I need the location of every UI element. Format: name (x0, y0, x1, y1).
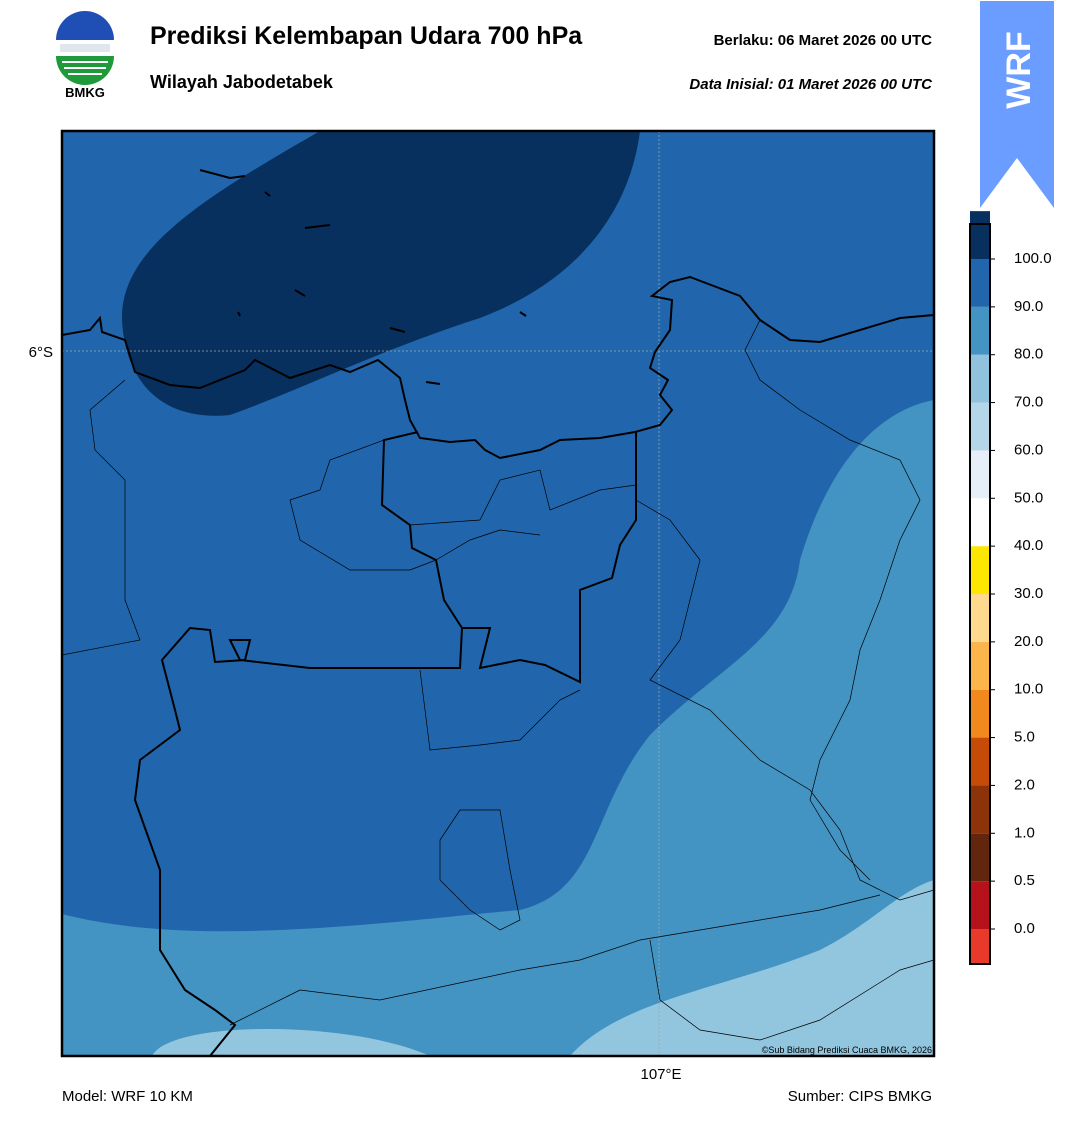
colorbar-segment (970, 689, 990, 738)
colorbar-segment (970, 833, 990, 882)
colorbar-label: 70.0 (1014, 394, 1043, 411)
footer-source: Sumber: CIPS BMKG (788, 1088, 932, 1105)
colorbar-label: 90.0 (1014, 298, 1043, 315)
title: Prediksi Kelembapan Udara 700 hPa (150, 22, 583, 50)
colorbar-segment (970, 354, 990, 403)
colorbar-label: 50.0 (1014, 489, 1043, 506)
map: 6°S 107°E ©Sub Bidang Prediksi Cuaca BMK… (29, 129, 936, 1083)
colorbar-label: 10.0 (1014, 681, 1043, 698)
colorbar: 0.0 0.5 1.0 2.0 5.0 10.0 20.0 30.0 40.0 50.0 60.0 7… (969, 211, 1052, 965)
wrf-badge: WRF (980, 1, 1054, 208)
colorbar-segment (970, 737, 990, 786)
colorbar-segment (970, 306, 990, 355)
colorbar-label: 60.0 (1014, 441, 1043, 458)
colorbar-segment (970, 641, 990, 690)
initial-time: Data Inisial: 01 Maret 2026 00 UTC (689, 76, 933, 93)
colorbar-segment (970, 929, 990, 964)
colorbar-label: 0.5 (1014, 872, 1035, 889)
colorbar-label: 2.0 (1014, 776, 1035, 793)
lat-label: 6°S (29, 344, 53, 361)
colorbar-segment (970, 498, 990, 547)
colorbar-segment (970, 450, 990, 499)
colorbar-segment (970, 211, 990, 259)
colorbar-segment (970, 546, 990, 594)
lon-label: 107°E (640, 1066, 681, 1083)
footer-model: Model: WRF 10 KM (62, 1088, 193, 1105)
colorbar-segment (970, 785, 990, 834)
valid-time: Berlaku: 06 Maret 2026 00 UTC (714, 32, 933, 49)
colorbar-segment (970, 259, 990, 307)
colorbar-label: 1.0 (1014, 824, 1035, 841)
colorbar-label: 40.0 (1014, 537, 1043, 554)
logo-text: BMKG (65, 85, 105, 100)
colorbar-label: 30.0 (1014, 585, 1043, 602)
credit: ©Sub Bidang Prediksi Cuaca BMKG, 2026 (762, 1045, 932, 1055)
colorbar-label: 80.0 (1014, 346, 1043, 363)
colorbar-label: 5.0 (1014, 729, 1035, 746)
subtitle: Wilayah Jabodetabek (150, 72, 334, 92)
logo: BMKG (56, 11, 114, 100)
colorbar-segment (970, 881, 990, 929)
colorbar-label: 0.0 (1014, 920, 1035, 937)
colorbar-segment (970, 594, 990, 642)
colorbar-segment (970, 402, 990, 451)
badge-text: WRF (1000, 31, 1038, 108)
colorbar-label: 100.0 (1014, 250, 1052, 267)
colorbar-label: 20.0 (1014, 633, 1043, 650)
